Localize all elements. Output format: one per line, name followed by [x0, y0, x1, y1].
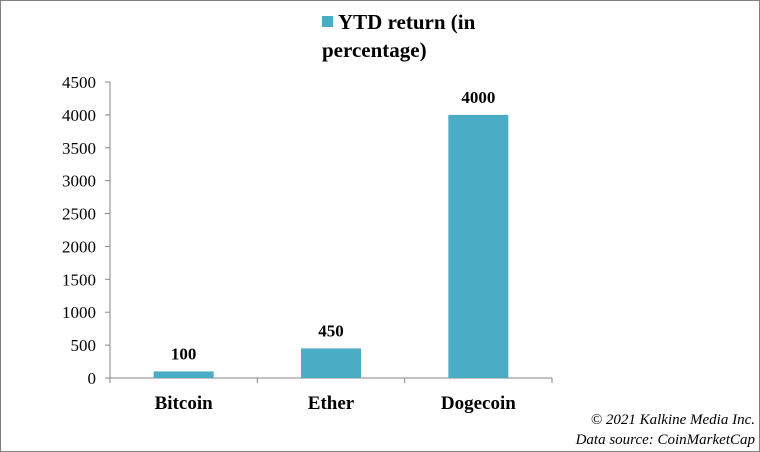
credits: © 2021 Kalkine Media Inc. Data source: C…: [576, 410, 755, 450]
legend-swatch: [322, 16, 333, 27]
y-tick-label: 2000: [62, 237, 96, 256]
y-tick-label: 1500: [62, 270, 96, 289]
y-tick-label: 0: [88, 369, 97, 388]
y-tick-label: 4000: [62, 106, 96, 125]
bar-bitcoin: [153, 371, 214, 378]
x-tick-label: Bitcoin: [155, 393, 213, 414]
y-tick-label: 500: [71, 336, 97, 355]
legend: YTD return (in percentage): [322, 8, 542, 64]
copyright-text: © 2021 Kalkine Media Inc.: [590, 412, 755, 428]
data-source-text: Data source: CoinMarketCap: [575, 432, 755, 448]
data-label: 100: [171, 344, 197, 363]
data-label: 4000: [461, 88, 495, 107]
bar-ether: [301, 348, 361, 378]
y-tick-label: 2500: [62, 205, 96, 224]
bar-dogecoin: [448, 114, 509, 378]
y-tick-label: 3500: [62, 139, 96, 158]
legend-label: YTD return (in percentage): [322, 10, 476, 62]
y-tick-label: 4500: [62, 73, 96, 92]
data-label: 450: [318, 321, 344, 340]
x-tick-label: Dogecoin: [441, 393, 516, 414]
y-tick-label: 1000: [62, 303, 96, 322]
x-tick-label: Ether: [308, 393, 355, 414]
y-tick-label: 3000: [62, 172, 96, 191]
